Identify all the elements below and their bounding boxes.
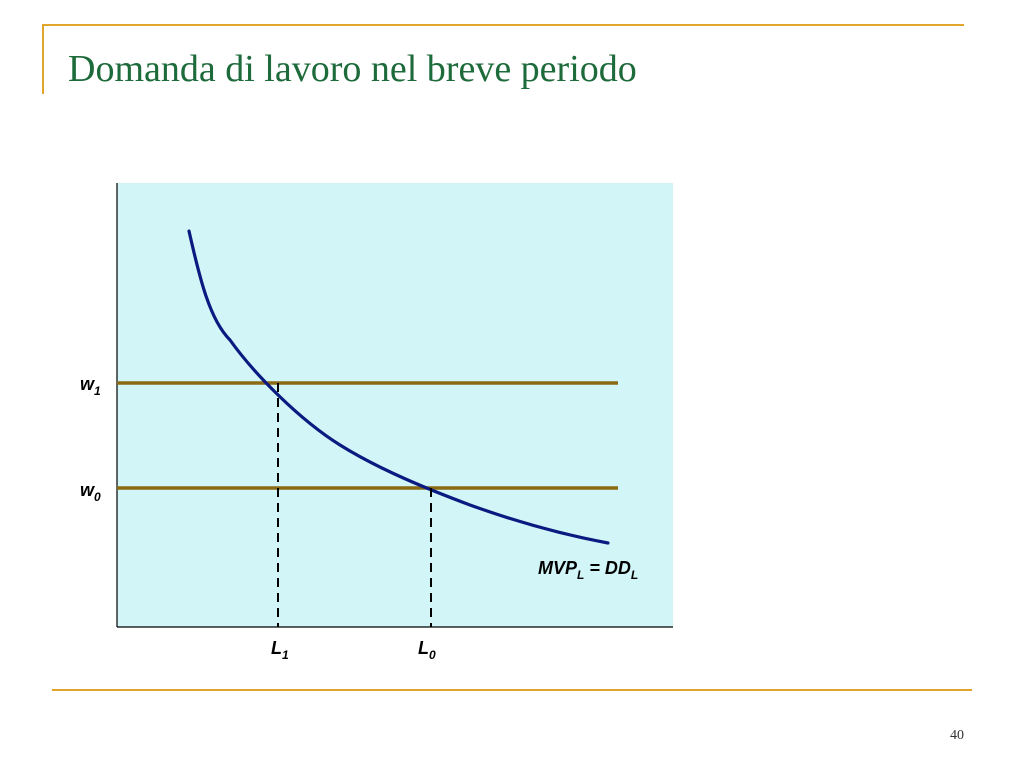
plot-background bbox=[117, 183, 673, 627]
label-w0: w0 bbox=[80, 480, 101, 504]
label-l1: L1 bbox=[271, 638, 289, 662]
label-w1: w1 bbox=[80, 374, 101, 398]
page-number: 40 bbox=[950, 728, 964, 743]
demand-curve bbox=[187, 229, 610, 545]
curve-label: MVPL = DDL bbox=[538, 558, 638, 582]
frame-left-rule bbox=[42, 24, 44, 94]
footer-rule bbox=[52, 689, 972, 691]
slide-title: Domanda di lavoro nel breve periodo bbox=[68, 48, 637, 90]
frame-top-rule bbox=[42, 24, 964, 26]
label-l0: L0 bbox=[418, 638, 436, 662]
